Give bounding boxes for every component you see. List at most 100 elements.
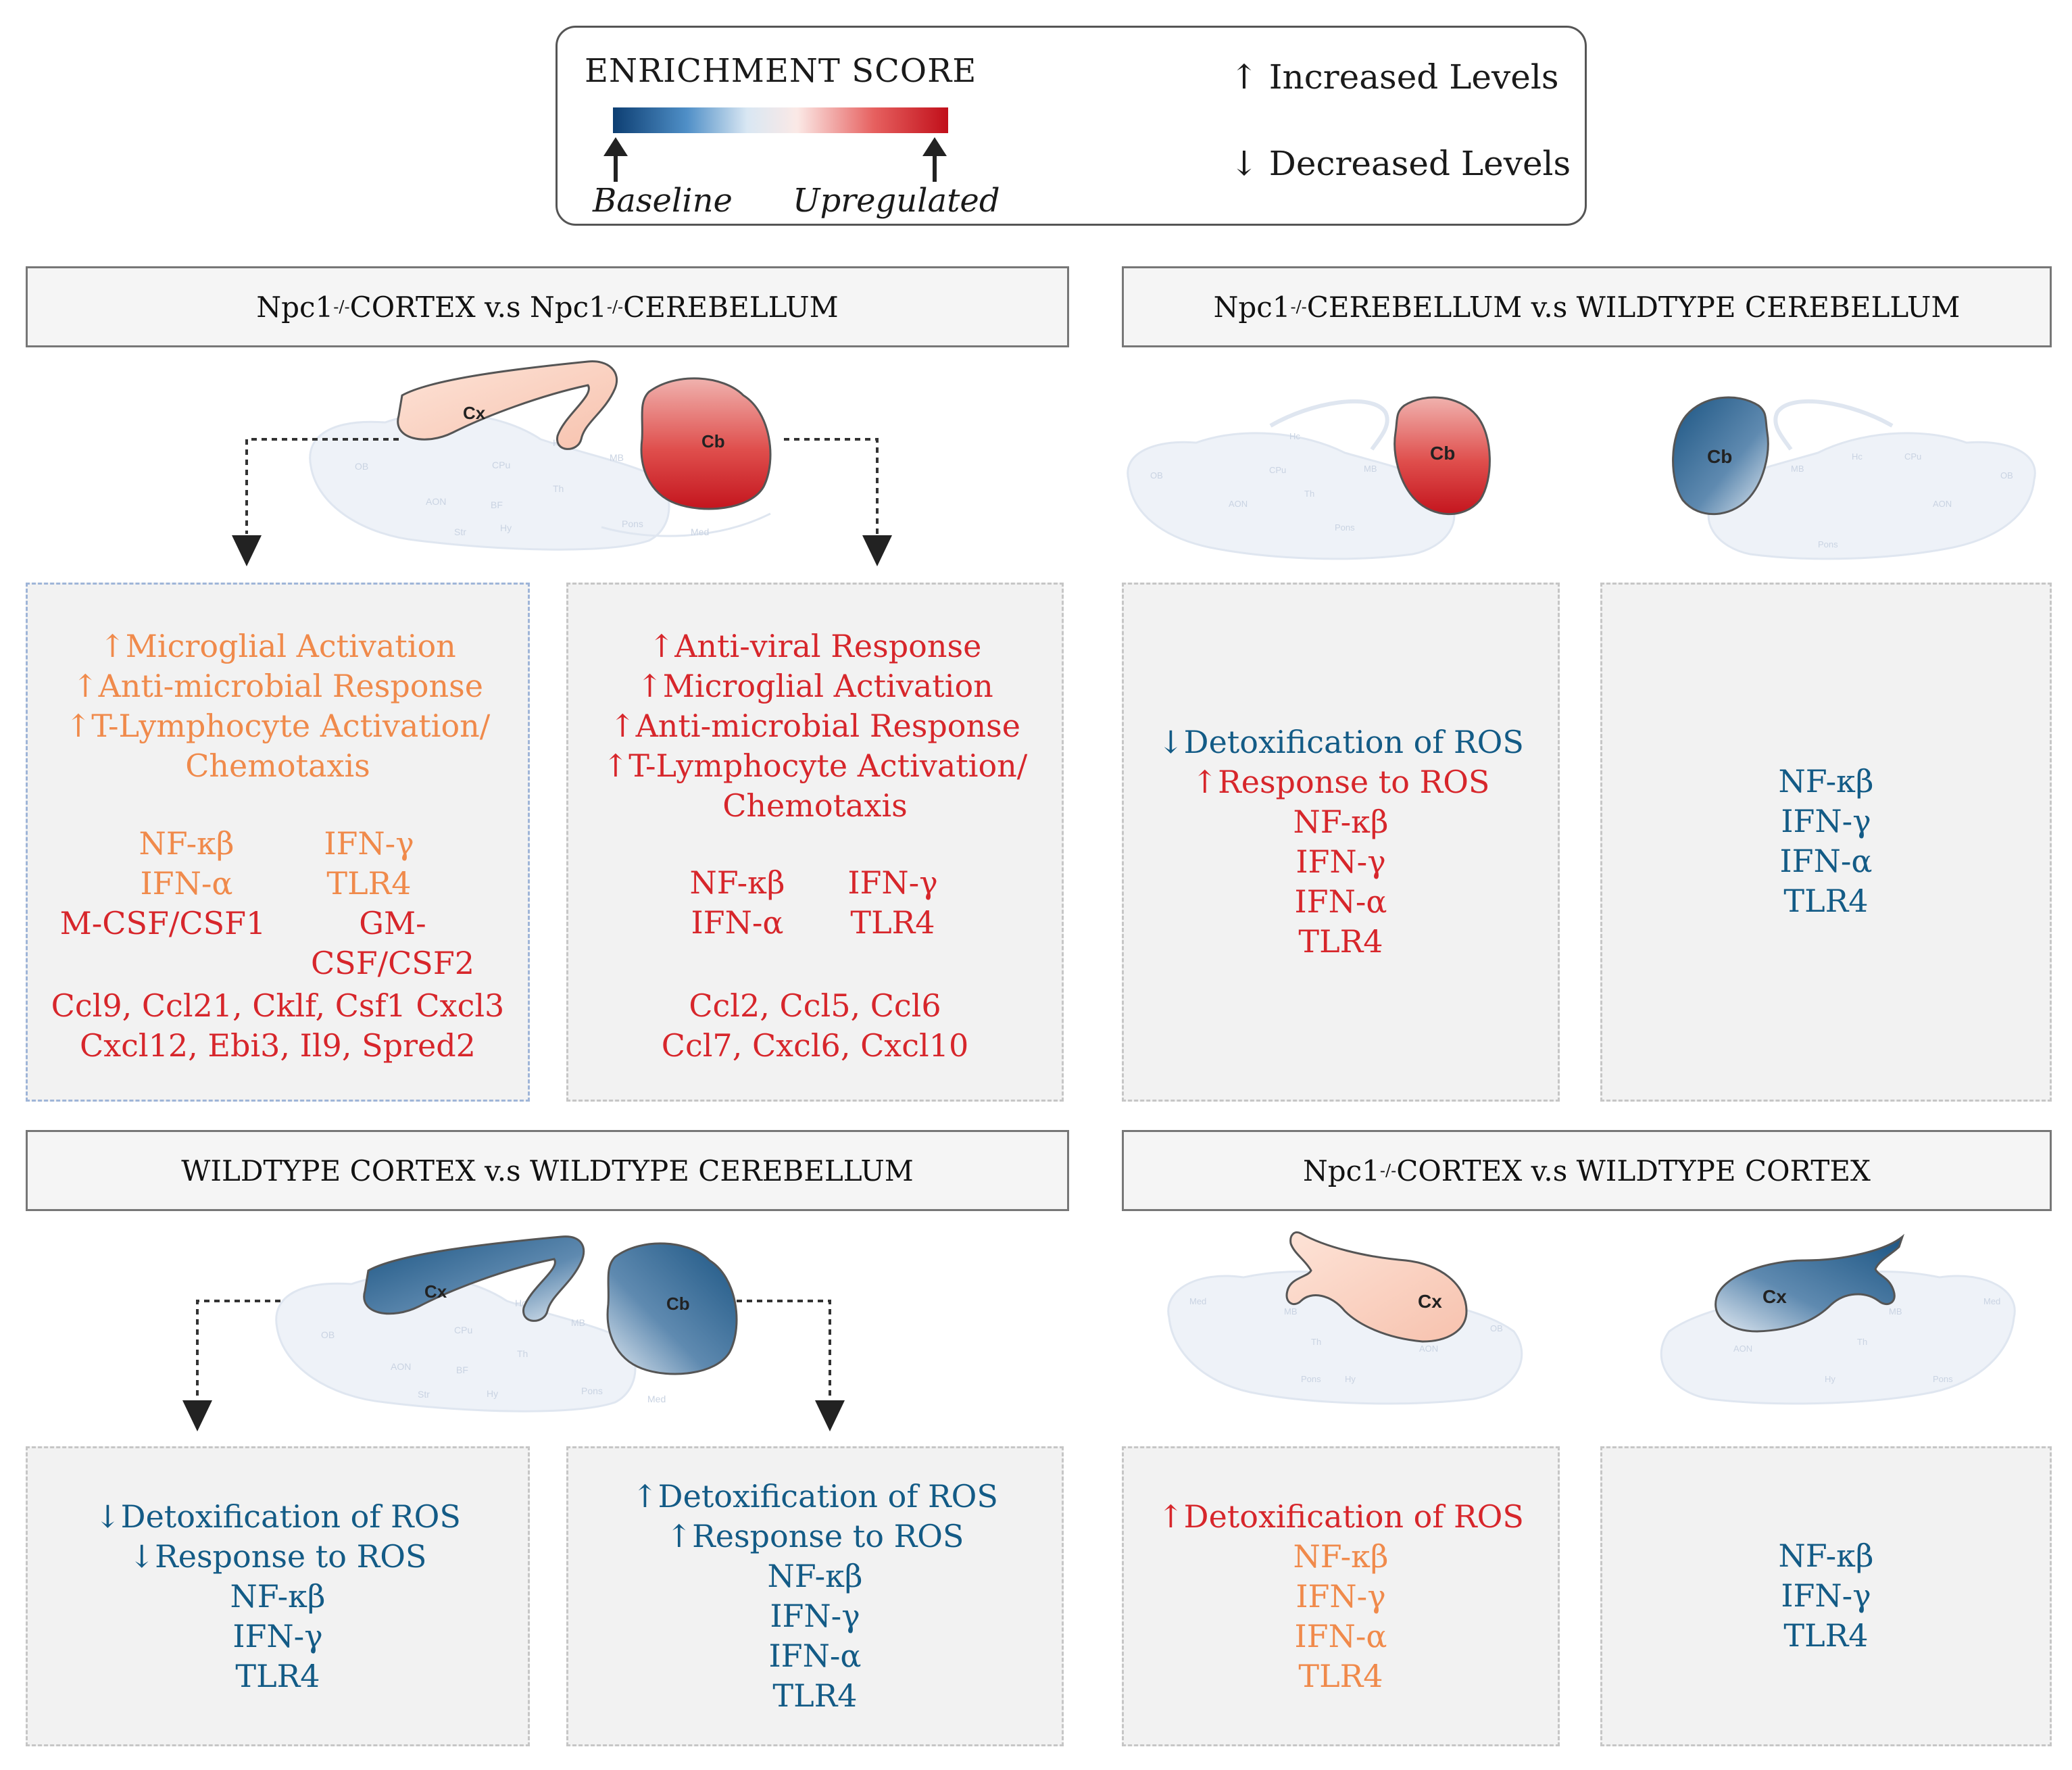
legend: ENRICHMENT SCORE Baseline Upregulated ↑ … bbox=[556, 26, 1587, 226]
header-text: Npc1 bbox=[1213, 290, 1291, 324]
brain-label: Pons bbox=[1933, 1374, 1953, 1384]
marker: TLR4 bbox=[1783, 883, 1869, 919]
cortex-region: Cx bbox=[1715, 1233, 1905, 1333]
result-list: ↓Detoxification of ROS ↑Response to ROS … bbox=[1124, 722, 1558, 962]
upregulated-arrow-icon bbox=[922, 137, 947, 182]
brain-label: MB bbox=[1284, 1306, 1298, 1317]
marker: M-CSF/CSF1 bbox=[59, 905, 266, 941]
brain-label: BF bbox=[456, 1365, 468, 1375]
brain-label: Med bbox=[647, 1394, 666, 1404]
brain-label: Hy bbox=[500, 522, 512, 533]
arrow-wt-cerebellum-to-box bbox=[737, 1300, 831, 1399]
cerebellum-label: Cb bbox=[1707, 446, 1732, 467]
header-text: CORTEX v.s Npc1 bbox=[349, 290, 607, 324]
result-list: ↑Detoxification of ROS ↑Response to ROS … bbox=[568, 1477, 1062, 1716]
brain-label: MB bbox=[1364, 464, 1377, 474]
marker: TLR4 bbox=[326, 865, 412, 902]
process-item: ↑Detoxification of ROS bbox=[632, 1478, 998, 1515]
header-npc-cortex-vs-wt-cortex: Npc1 -/- CORTEX v.s WILDTYPE CORTEX bbox=[1122, 1130, 2052, 1211]
marker: IFN-γ bbox=[1296, 1578, 1386, 1615]
cortex-label: Cx bbox=[463, 403, 486, 423]
brain-label: Th bbox=[553, 483, 564, 494]
marker: IFN-α bbox=[691, 904, 784, 941]
marker: NF-κβ bbox=[1778, 1538, 1874, 1574]
brain-label: MB bbox=[571, 1317, 585, 1328]
brain-label: Th bbox=[1311, 1337, 1321, 1347]
header-text: Npc1 bbox=[1303, 1154, 1380, 1187]
marker: IFN-γ bbox=[232, 1618, 323, 1654]
arrow-head-icon bbox=[815, 1400, 845, 1431]
panel-npc-cerebellum-vs-wt-npc: ↓Detoxification of ROS ↑Response to ROS … bbox=[1122, 583, 1560, 1102]
marker: NF-κβ bbox=[230, 1578, 326, 1615]
process-item: ↑T-Lymphocyte Activation/ bbox=[65, 708, 491, 744]
brain-diagram-wt: OB AON BF Hy CPu Hc Th MB Pons Med Str C… bbox=[275, 1235, 738, 1412]
brain-label: OB bbox=[1490, 1323, 1503, 1333]
process-item: ↑Microglial Activation bbox=[637, 668, 993, 704]
marker: IFN-γ bbox=[324, 825, 414, 862]
process-item: Chemotaxis bbox=[722, 787, 908, 824]
legend-title: ENRICHMENT SCORE bbox=[585, 52, 977, 90]
cerebellum-label: Cb bbox=[666, 1294, 690, 1314]
header-text: CEREBELLUM bbox=[623, 290, 839, 324]
brain-label: MB bbox=[1889, 1306, 1902, 1317]
brain-label: AON bbox=[1733, 1344, 1752, 1354]
cerebellum-region: Cb bbox=[640, 377, 772, 510]
brain-label: AON bbox=[1229, 499, 1248, 509]
panel-npc-cortex-results: ↑Microglial Activation ↑Anti-microbial R… bbox=[26, 583, 530, 1102]
cortex-label: Cx bbox=[424, 1281, 447, 1302]
gene-list: Ccl9, Ccl21, Cklf, Csf1 Cxcl3 Cxcl12, Eb… bbox=[28, 986, 528, 1066]
process-item: Chemotaxis bbox=[185, 747, 370, 784]
brain-label: Hc bbox=[1289, 431, 1300, 441]
marker: NF-κβ bbox=[767, 1558, 863, 1594]
brain-label: Str bbox=[418, 1389, 430, 1400]
gene-line: Cxcl12, Ebi3, Il9, Spred2 bbox=[80, 1027, 476, 1064]
cerebellum-region: Cb bbox=[606, 1242, 738, 1375]
header-npc-cerebellum-vs-wt-cerebellum: Npc1 -/- CEREBELLUM v.s WILDTYPE CEREBELL… bbox=[1122, 266, 2052, 347]
arrow-cortex-to-box bbox=[245, 438, 399, 534]
process-item: ↑T-Lymphocyte Activation/ bbox=[602, 747, 1028, 784]
cortex-label: Cx bbox=[1418, 1291, 1442, 1312]
marker: NF-κβ bbox=[689, 864, 785, 901]
brain-label: MB bbox=[610, 452, 624, 463]
marker: IFN-γ bbox=[1781, 803, 1871, 839]
process-item: ↑Anti-viral Response bbox=[648, 628, 982, 664]
legend-arrows bbox=[603, 137, 947, 182]
result-list: NF-κβ IFN-γ IFN-α TLR4 bbox=[1602, 762, 2050, 921]
process-list: ↑Microglial Activation ↑Anti-microbial R… bbox=[28, 626, 528, 786]
marker: TLR4 bbox=[1298, 1658, 1383, 1694]
process-item: ↑Anti-microbial Response bbox=[72, 668, 483, 704]
gene-line: Ccl2, Ccl5, Ccl6 bbox=[689, 987, 941, 1024]
upregulated-label: Upregulated bbox=[793, 182, 1000, 220]
brain-label: CPu bbox=[454, 1325, 472, 1335]
brain-label: Pons bbox=[581, 1385, 603, 1396]
brain-diagram-npc: OB AON BF Hy CPu Hc Th MB Pons Med Str C… bbox=[309, 360, 772, 551]
brain-label: OB bbox=[2000, 470, 2013, 481]
marker: NF-κβ bbox=[1293, 1538, 1389, 1575]
brain-label: AON bbox=[1933, 499, 1952, 509]
brain-label: Hy bbox=[1345, 1374, 1356, 1384]
brain-diagram-wt-cortex: Med MB Th CPu Hy AON Pons Cx bbox=[1660, 1233, 2016, 1405]
process-item: ↓Detoxification of ROS bbox=[95, 1498, 461, 1535]
header-text: CEREBELLUM v.s WILDTYPE CEREBELLUM bbox=[1306, 290, 1960, 324]
brain-label: OB bbox=[1150, 470, 1163, 481]
marker: TLR4 bbox=[1783, 1617, 1869, 1654]
brain-label: Pons bbox=[1335, 522, 1355, 533]
decreased-levels-label: ↓ Decreased Levels bbox=[1230, 144, 1571, 183]
brain-label: OB bbox=[321, 1329, 335, 1340]
panel-npc-cerebellum-vs-wt-wt: NF-κβ IFN-γ IFN-α TLR4 bbox=[1600, 583, 2052, 1102]
marker: IFN-α bbox=[1294, 1618, 1387, 1654]
brain-label: Hy bbox=[487, 1388, 498, 1399]
cerebellum-label: Cb bbox=[1430, 443, 1455, 464]
baseline-label: Baseline bbox=[593, 182, 733, 220]
cortex-region: Cx bbox=[397, 360, 618, 450]
process-list: ↑Anti-viral Response ↑Microglial Activat… bbox=[568, 626, 1062, 826]
cortex-region: Cx bbox=[1285, 1231, 1468, 1343]
panel-npc-cortex-vs-wt-wt: NF-κβ IFN-γ TLR4 bbox=[1600, 1446, 2052, 1746]
marker: IFN-α bbox=[768, 1638, 862, 1674]
marker: TLR4 bbox=[1298, 923, 1383, 960]
marker: TLR4 bbox=[850, 904, 935, 941]
brain-label: BF bbox=[491, 499, 503, 510]
brain-label: CPu bbox=[1904, 451, 1921, 462]
brain-label: Hy bbox=[1825, 1374, 1835, 1384]
marker-grid: NF-κβ IFN-γ IFN-α TLR4 M-CSF/CSF1 GM-CSF/CS… bbox=[28, 824, 528, 983]
